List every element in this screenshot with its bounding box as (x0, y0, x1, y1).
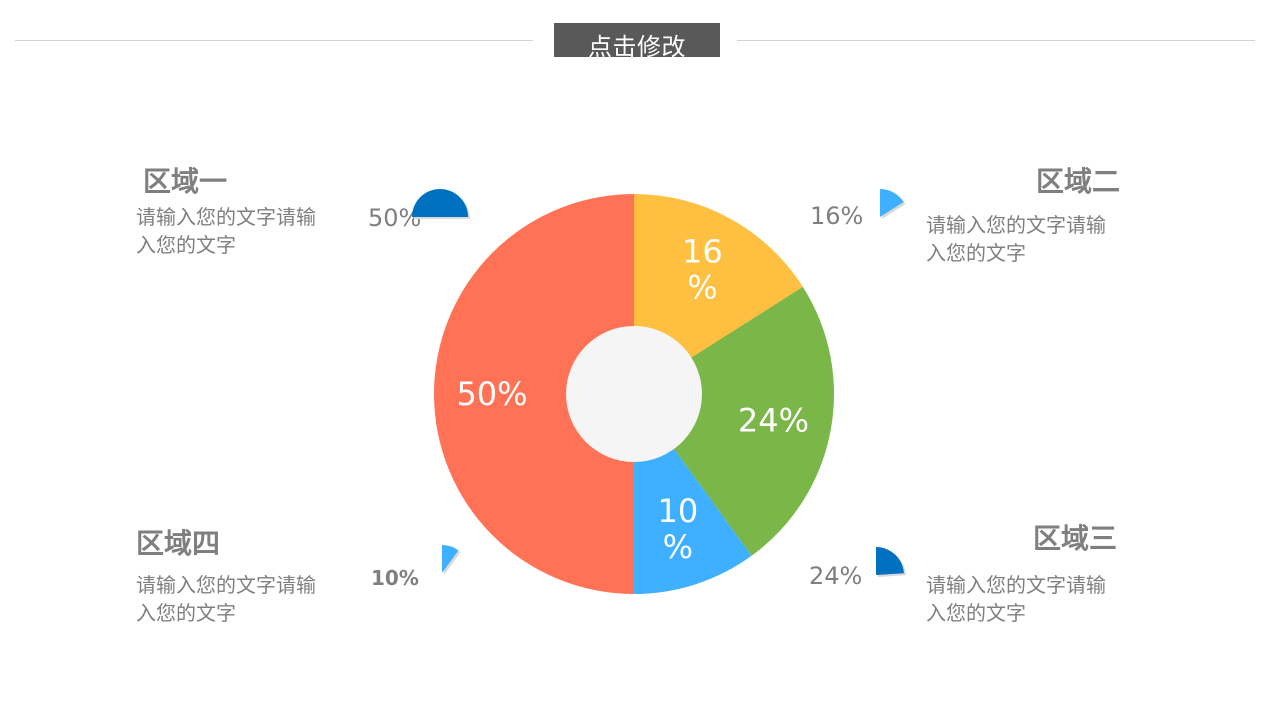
title-button[interactable]: 点击修改 (554, 23, 720, 57)
region-4-mini-pie-icon (442, 545, 461, 575)
region-4-percent: 10% (371, 566, 419, 590)
region-3-mini-pie-icon (876, 547, 906, 577)
region-4-desc: 请输入您的文字请输入您的文字 (136, 573, 316, 625)
header-rule-right (737, 40, 1255, 41)
mini-pie-slice (412, 189, 468, 217)
region-1-title: 区域一 (143, 165, 228, 198)
region-4-title: 区域四 (136, 527, 221, 560)
mini-pie-slice (442, 545, 459, 573)
page-title: 点击修改 (588, 33, 686, 57)
donut-label-1: 16% (682, 233, 723, 307)
donut-slice-4 (434, 194, 634, 594)
donut-hole (566, 326, 702, 462)
region-1-mini-pie-icon (412, 189, 470, 219)
donut-slice-2 (634, 286, 834, 556)
region-1-desc: 请输入您的文字请输入您的文字 (136, 205, 316, 257)
region-2-mini-pie-icon (880, 189, 906, 219)
header-rule-left (15, 40, 533, 41)
donut-label-2: 24% (738, 402, 809, 440)
region-3-title: 区域三 (1033, 522, 1118, 555)
region-3-percent: 24% (809, 562, 863, 590)
region-2-percent: 16% (810, 202, 864, 230)
donut-label-4: 50% (456, 375, 527, 413)
region-2-desc: 请输入您的文字请输入您的文字 (926, 213, 1106, 265)
donut-label-3: 10% (658, 492, 699, 566)
region-1-percent: 50% (368, 204, 422, 232)
mini-pie-slice (880, 189, 904, 217)
region-2-title: 区域二 (1036, 165, 1121, 198)
region-3-desc: 请输入您的文字请输入您的文字 (926, 573, 1106, 625)
mini-pie-slice (876, 547, 904, 575)
